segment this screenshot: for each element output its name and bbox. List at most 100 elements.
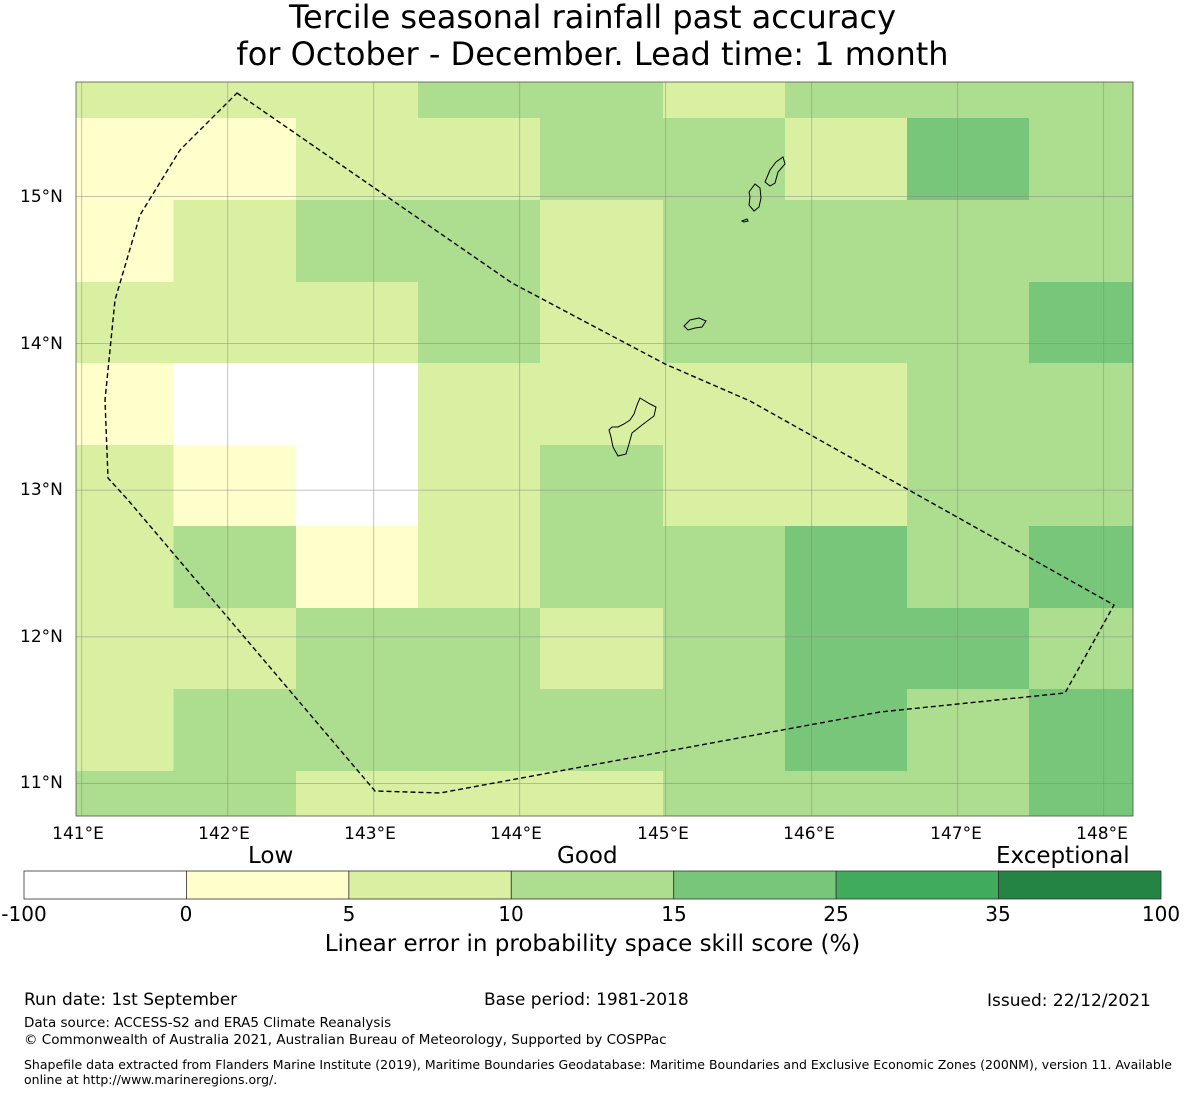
grid-cell <box>663 82 786 119</box>
grid-cell <box>418 363 541 446</box>
lon-tick-label: 147°E <box>930 824 982 844</box>
lat-tick-label: 14°N <box>20 334 63 354</box>
grid-cell <box>296 608 419 690</box>
grid-cell <box>296 689 419 772</box>
issued-date: Issued: 22/12/2021 <box>987 991 1151 1011</box>
grid-cell <box>173 282 297 364</box>
grid-cell <box>76 608 174 690</box>
grid-cell <box>663 445 786 527</box>
colorbar-segment <box>835 870 999 900</box>
grid-cell <box>418 200 541 283</box>
grid-cell <box>173 363 297 446</box>
grid-cell <box>663 608 786 690</box>
run-date: Run date: 1st September <box>24 990 238 1010</box>
island-aguijan <box>740 218 749 223</box>
grid-cell <box>907 118 1030 201</box>
colorbar-tick: 10 <box>498 902 524 926</box>
grid-cell <box>296 282 419 364</box>
grid-cell <box>418 526 541 609</box>
lat-tick-label: 15°N <box>20 187 63 207</box>
colorbar-tick: -100 <box>1 902 47 926</box>
grid-cell <box>785 771 908 817</box>
grid-cell <box>785 445 908 527</box>
colorbar-tick: 25 <box>823 902 849 926</box>
grid-cell <box>418 82 541 119</box>
grid-cell <box>76 282 174 364</box>
grid-cell <box>1029 526 1134 609</box>
grid-cell <box>173 526 297 609</box>
base-period: Base period: 1981-2018 <box>484 990 689 1010</box>
grid-cell <box>663 689 786 772</box>
grid-cell <box>296 118 419 201</box>
grid-cell <box>76 363 174 446</box>
lat-tick-label: 13°N <box>20 480 63 500</box>
graticule <box>76 82 1133 816</box>
lon-tick-label: 143°E <box>344 824 396 844</box>
lon-tick-label: 142°E <box>198 824 250 844</box>
grid-cell <box>173 689 297 772</box>
legend-category-low: Low <box>248 843 294 869</box>
grid-cell <box>785 82 908 119</box>
grid-cell <box>785 200 908 283</box>
colorbar-tick: 15 <box>661 902 687 926</box>
colorbar-segment <box>348 870 512 900</box>
grid-cell <box>418 771 541 817</box>
grid-cell <box>296 200 419 283</box>
grid-cell <box>540 526 664 609</box>
island-tinian <box>748 183 762 212</box>
lat-tick-label: 11°N <box>20 773 63 793</box>
lon-tick-label: 144°E <box>490 824 542 844</box>
grid-cell <box>663 771 786 817</box>
colorbar-segment <box>673 870 837 900</box>
grid-cell <box>540 118 664 201</box>
grid-cell <box>173 118 297 201</box>
grid-cell <box>296 82 419 119</box>
islands <box>608 156 786 457</box>
grid-cell <box>540 689 664 772</box>
skill-grid <box>76 82 1134 817</box>
grid-cell <box>907 445 1030 527</box>
grid-cell <box>785 526 908 609</box>
grid-cell <box>540 771 664 817</box>
colorbar-segment <box>998 870 1162 900</box>
grid-cell <box>540 445 664 527</box>
grid-cell <box>1029 200 1134 283</box>
copyright: © Commonwealth of Australia 2021, Austra… <box>24 1032 667 1048</box>
chart-title-line1: Tercile seasonal rainfall past accuracy <box>288 0 897 36</box>
grid-cell <box>296 526 419 609</box>
lon-tick-label: 141°E <box>52 824 104 844</box>
grid-cell <box>296 771 419 817</box>
legend-category-exceptional: Exceptional <box>996 843 1130 869</box>
grid-cell <box>907 200 1030 283</box>
grid-cell <box>1029 282 1134 364</box>
grid-cell <box>76 82 174 119</box>
grid-cell <box>76 526 174 609</box>
grid-cell <box>418 608 541 690</box>
colorbar-tick: 35 <box>985 902 1011 926</box>
grid-cell <box>173 771 297 817</box>
grid-cell <box>907 608 1030 690</box>
grid-cell <box>785 689 908 772</box>
grid-cell <box>76 771 174 817</box>
grid-cell <box>540 608 664 690</box>
grid-cell <box>785 118 908 201</box>
colorbar-segment <box>510 870 675 900</box>
grid-cell <box>907 689 1030 772</box>
shapefile-credit: Shapefile data extracted from Flanders M… <box>24 1057 1172 1087</box>
grid-cell <box>907 526 1030 609</box>
grid-cell <box>785 363 908 446</box>
grid-cell <box>907 282 1030 364</box>
colorbar-tick: 100 <box>1141 902 1181 926</box>
grid-cell <box>663 118 786 201</box>
grid-cell <box>1029 82 1134 119</box>
colorbar-segment <box>186 870 350 900</box>
colorbar-tick: 0 <box>179 902 193 926</box>
grid-cell <box>540 200 664 283</box>
grid-cell <box>540 282 664 364</box>
grid-cell <box>418 445 541 527</box>
grid-cell <box>663 526 786 609</box>
grid-cell <box>76 118 174 201</box>
grid-cell <box>296 363 419 446</box>
colorbar-title: Linear error in probability space skill … <box>324 931 861 957</box>
island-saipan <box>764 156 786 187</box>
